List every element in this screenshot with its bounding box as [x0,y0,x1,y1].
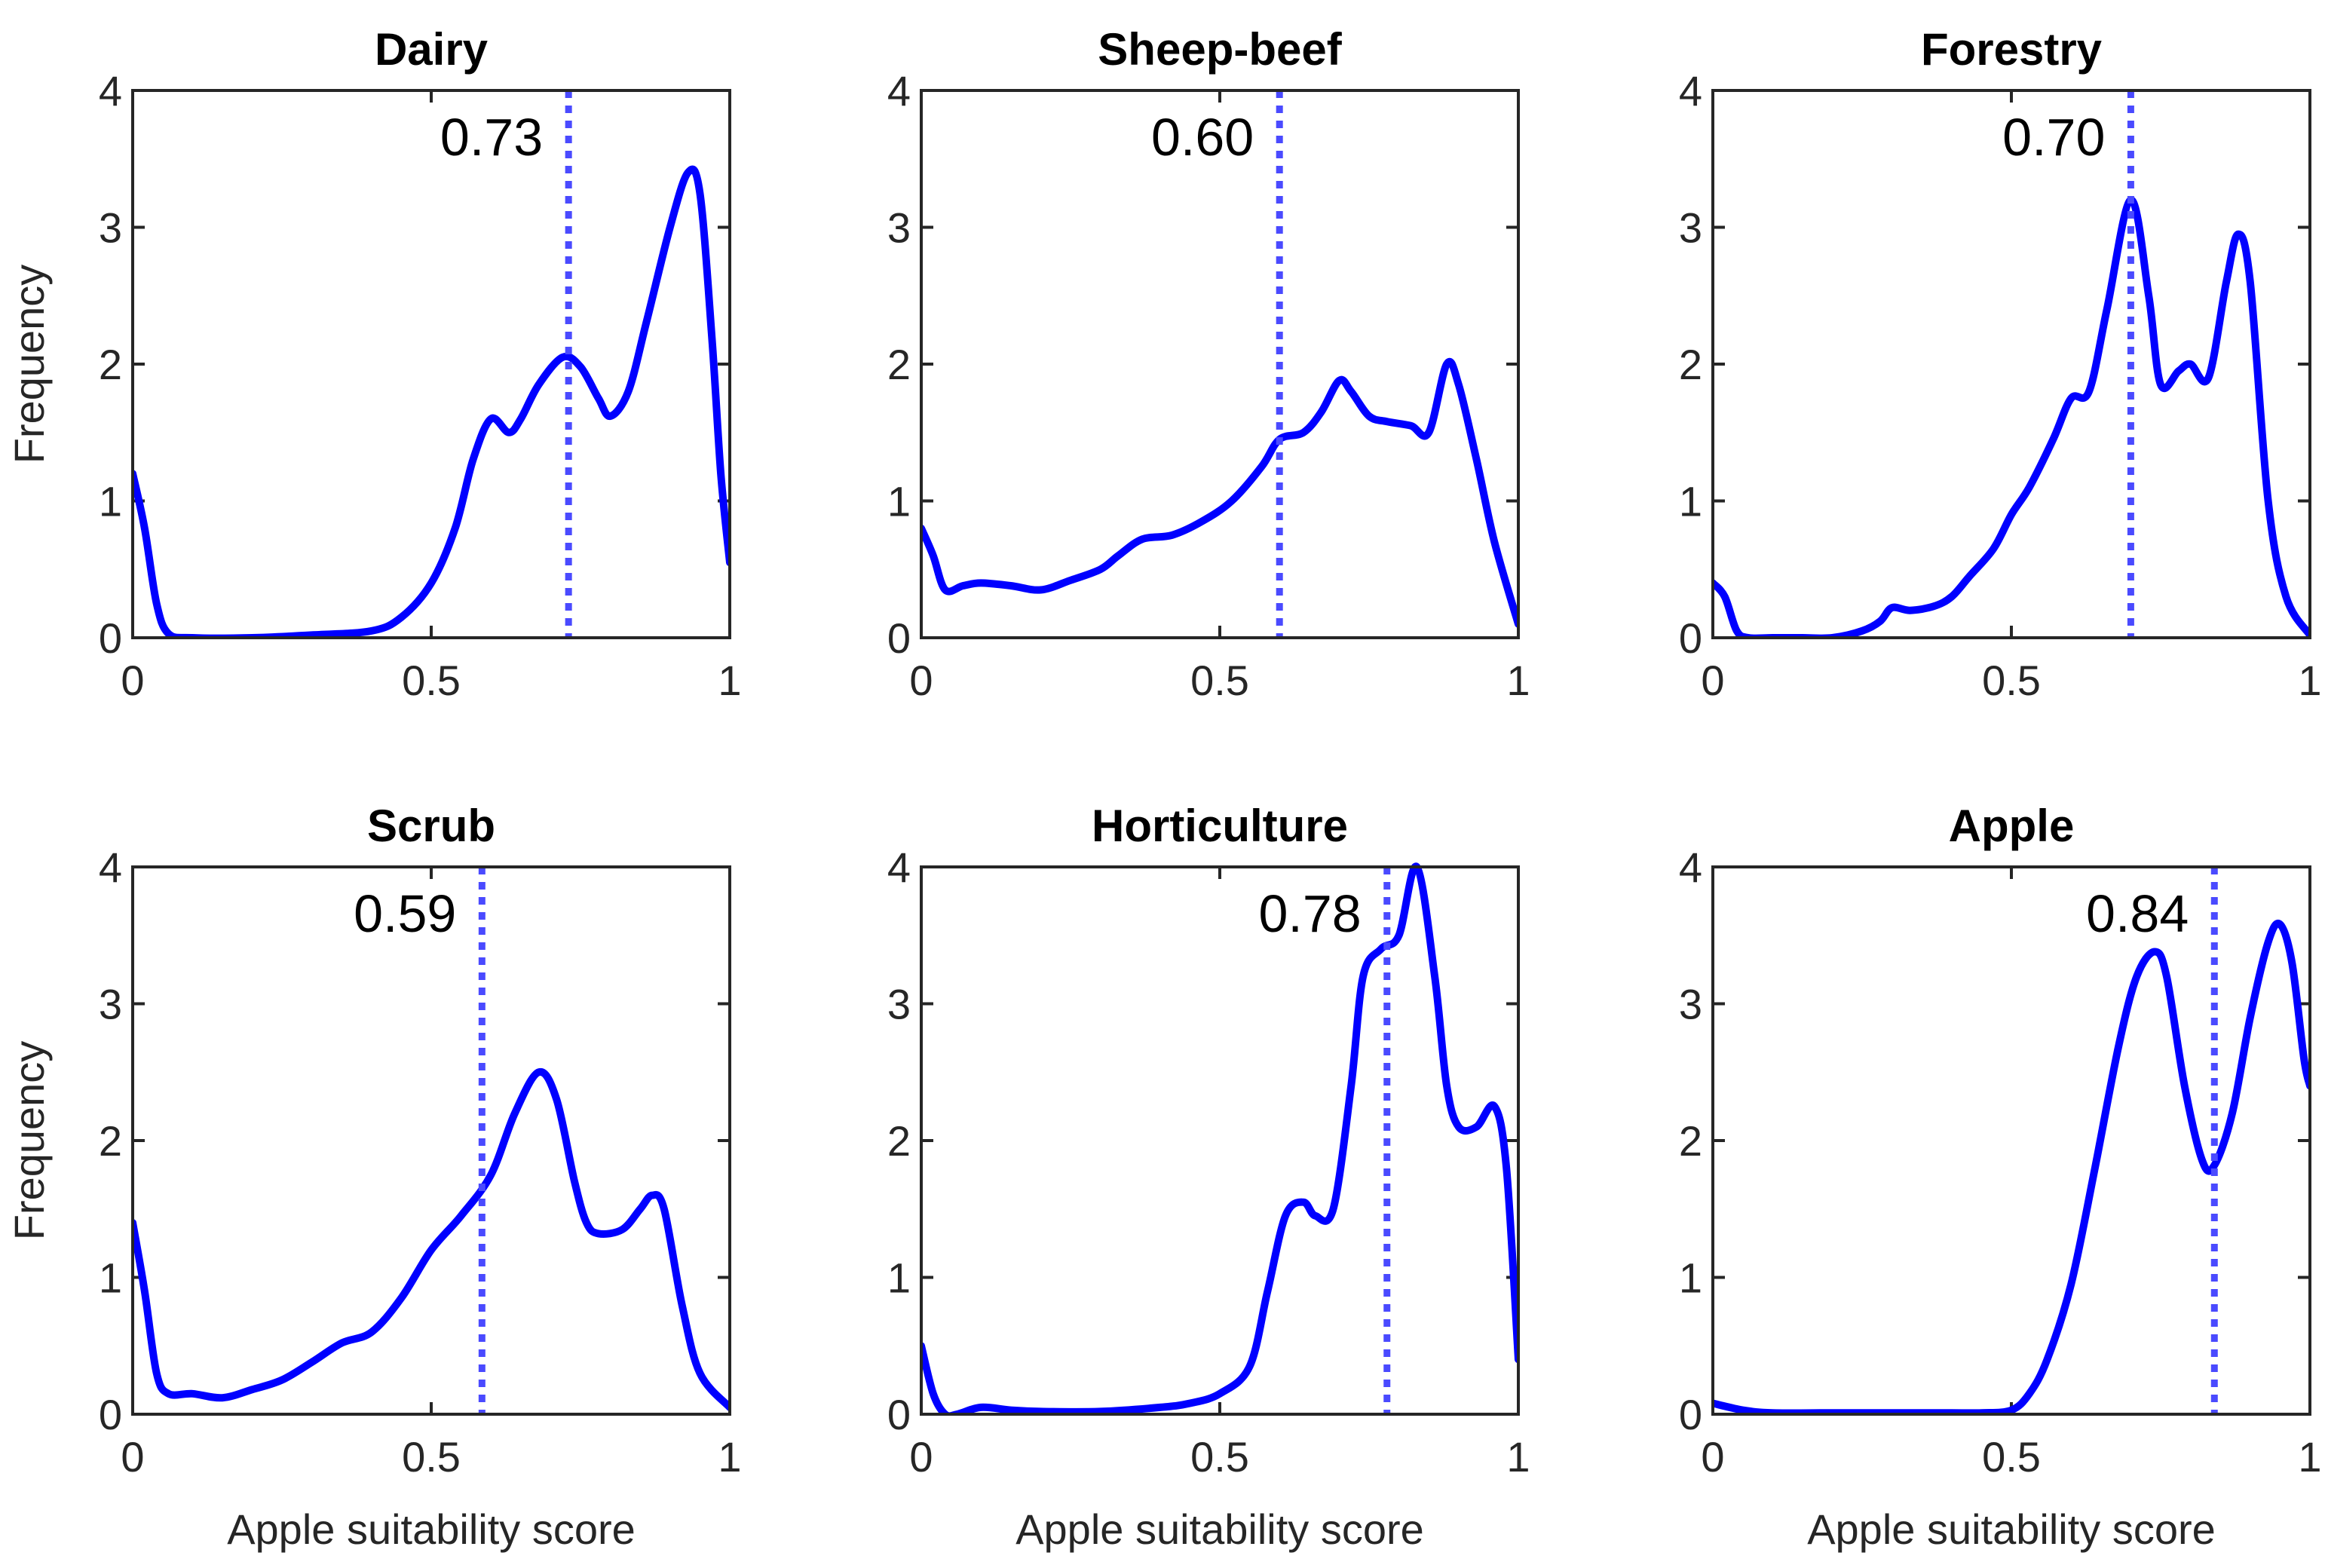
panel-dairy-ytick-label: 3 [99,204,122,252]
panel-horticulture-ytick-label: 4 [887,844,911,891]
panel-horticulture-density-line [921,862,1518,1414]
panel-horticulture: Horticulture 0 1 2 3 4 0 0.5 1 Apple suitability … [887,801,1530,1553]
panel-apple-density-line [1713,920,2310,1414]
panel-apple-title: Apple [1949,801,2075,851]
panel-dairy-title: Dairy [375,24,489,75]
panel-apple-ytick-label: 3 [1679,981,1702,1028]
panel-horticulture-xtick-label: 0 [909,1433,933,1481]
panel-dairy-ytick-label: 1 [99,478,122,525]
panel-horticulture-ytick-label: 2 [887,1117,911,1165]
panel-scrub-ylabel: Frequency [5,1041,53,1241]
panel-dairy-ytick-label: 2 [99,341,122,388]
panel-forestry: Forestry 0 1 2 3 4 0 0.5 1 0.70 [1679,24,2322,704]
panel-forestry-ytick-label: 3 [1679,204,1702,252]
panel-horticulture-xtick-label: 1 [1506,1433,1530,1481]
panel-apple: Apple 0 1 2 3 4 0 0.5 1 Apple suitability score 0.… [1679,801,2322,1553]
panel-forestry-title: Forestry [1921,24,2103,75]
panel-scrub-mean-label: 0.59 [354,884,456,943]
panel-forestry-density-line [1713,196,2310,638]
panel-dairy-mean-label: 0.73 [440,108,543,167]
panel-horticulture-title: Horticulture [1092,801,1348,851]
panel-horticulture-xtick-label: 0.5 [1190,1433,1249,1481]
panel-forestry-ytick-label: 2 [1679,341,1702,388]
panel-sheep-beef-ytick-label: 3 [887,204,911,252]
panel-horticulture-ytick-label: 3 [887,981,911,1028]
panel-apple-xtick-label: 0.5 [1982,1433,2041,1481]
panel-sheep-beef: Sheep-beef 0 1 2 3 4 0 0.5 1 0.60 [887,24,1530,704]
panel-scrub-ytick-label: 4 [99,844,122,891]
panel-dairy-ytick-label: 0 [99,614,122,662]
panel-forestry-xtick-label: 0.5 [1982,657,2041,704]
panel-apple-axes-box [1711,865,2311,1416]
panel-dairy-density-line [133,165,730,638]
panel-forestry-xtick-label: 1 [2298,657,2321,704]
panel-forestry-axes-box [1711,89,2311,639]
panel-horticulture-xlabel: Apple suitability score [1015,1505,1424,1553]
panel-apple-xtick-label: 0 [1701,1433,1724,1481]
panel-apple-xtick-label: 1 [2298,1433,2321,1481]
panel-sheep-beef-mean-label: 0.60 [1151,108,1254,167]
panel-dairy: Dairy 0 1 2 3 4 0 0.5 1 Frequency 0.73 [5,24,742,704]
panel-scrub-axes-box [131,865,731,1416]
panel-apple-xlabel: Apple suitability score [1807,1505,2216,1553]
panel-dairy-xtick-label: 0.5 [402,657,461,704]
panel-forestry-mean-label: 0.70 [2002,108,2105,167]
panel-sheep-beef-title: Sheep-beef [1098,24,1342,75]
panel-horticulture-ytick-label: 1 [887,1254,911,1302]
panel-sheep-beef-axes-box [920,89,1520,639]
panel-dairy-xtick-label: 1 [718,657,741,704]
panel-dairy-ylabel: Frequency [5,265,53,464]
panel-sheep-beef-ytick-label: 4 [887,67,911,115]
panel-dairy-axes-box [131,89,731,639]
panel-scrub-xlabel: Apple suitability score [227,1505,636,1553]
panel-scrub-density-line [133,1067,730,1411]
panel-sheep-beef-ytick-label: 1 [887,478,911,525]
panel-sheep-beef-xtick-label: 0 [909,657,933,704]
panel-scrub-title: Scrub [367,801,495,851]
panel-scrub-ytick-label: 3 [99,981,122,1028]
panel-scrub-xtick-label: 0.5 [402,1433,461,1481]
panel-horticulture-ytick-label: 0 [887,1391,911,1438]
panel-sheep-beef-ytick-label: 0 [887,614,911,662]
panel-forestry-ytick-label: 1 [1679,478,1702,525]
panel-scrub-ytick-label: 2 [99,1117,122,1165]
panel-sheep-beef-density-line [921,357,1518,628]
panel-apple-ytick-label: 4 [1679,844,1702,891]
panel-horticulture-mean-label: 0.78 [1259,884,1362,943]
panel-dairy-xtick-label: 0 [121,657,144,704]
panel-apple-ytick-label: 1 [1679,1254,1702,1302]
panel-scrub-ytick-label: 0 [99,1391,122,1438]
panel-scrub: Scrub 0 1 2 3 4 0 0.5 1 Frequency Apple suitabilit… [5,801,742,1553]
panel-apple-mean-label: 0.84 [2086,884,2189,943]
panel-sheep-beef-xtick-label: 1 [1506,657,1530,704]
panel-dairy-ytick-label: 4 [99,67,122,115]
panel-apple-ytick-label: 2 [1679,1117,1702,1165]
panel-horticulture-axes-box [920,865,1520,1416]
panel-sheep-beef-ytick-label: 2 [887,341,911,388]
panel-apple-ytick-label: 0 [1679,1391,1702,1438]
panel-sheep-beef-xtick-label: 0.5 [1190,657,1249,704]
panel-scrub-xtick-label: 0 [121,1433,144,1481]
panel-scrub-xtick-label: 1 [718,1433,741,1481]
panel-forestry-ytick-label: 4 [1679,67,1702,115]
panel-forestry-ytick-label: 0 [1679,614,1702,662]
panel-scrub-ytick-label: 1 [99,1254,122,1302]
panel-forestry-xtick-label: 0 [1701,657,1724,704]
